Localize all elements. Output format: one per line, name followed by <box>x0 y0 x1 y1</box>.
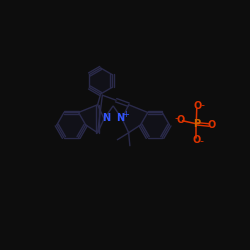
Text: N: N <box>116 113 124 123</box>
Text: O: O <box>208 120 216 130</box>
Text: P: P <box>193 119 200 129</box>
Text: -: - <box>174 113 178 123</box>
Polygon shape <box>78 105 104 133</box>
Text: -: - <box>200 100 204 110</box>
Polygon shape <box>57 112 86 138</box>
Text: -: - <box>200 136 204 146</box>
Polygon shape <box>122 105 148 133</box>
Text: O: O <box>176 115 184 125</box>
Text: O: O <box>193 135 201 145</box>
Text: N: N <box>102 113 111 123</box>
Text: O: O <box>194 101 202 111</box>
Text: +: + <box>122 110 129 119</box>
Polygon shape <box>89 68 112 94</box>
Polygon shape <box>140 112 170 138</box>
